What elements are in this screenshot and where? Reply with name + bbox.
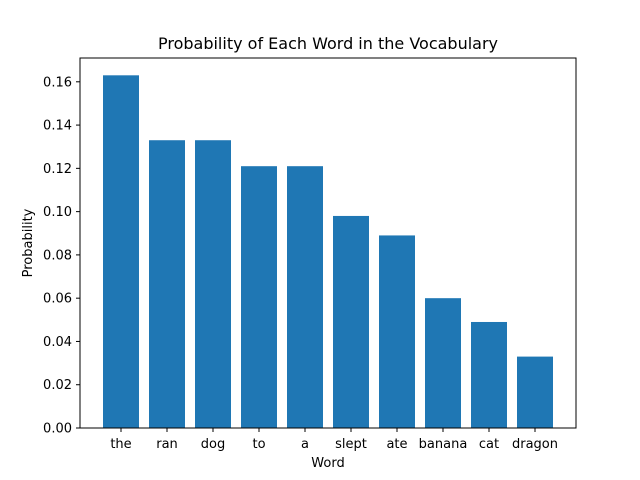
x-tick-label: the bbox=[110, 437, 131, 452]
y-tick-label: 0.12 bbox=[43, 162, 72, 177]
y-tick-label: 0.00 bbox=[43, 422, 72, 437]
x-tick-label: ran bbox=[156, 437, 178, 452]
x-tick-label: slept bbox=[335, 437, 367, 452]
y-tick-label: 0.02 bbox=[43, 378, 72, 393]
y-tick-label: 0.08 bbox=[43, 248, 72, 263]
bar-the bbox=[103, 75, 139, 428]
x-tick-label: cat bbox=[479, 437, 499, 452]
y-axis-title: Probability bbox=[21, 208, 36, 277]
y-tick-label: 0.06 bbox=[43, 292, 72, 307]
bar-ran bbox=[149, 140, 185, 428]
plot-frame bbox=[79, 57, 577, 429]
bar-dog bbox=[195, 140, 231, 428]
chart-title: Probability of Each Word in the Vocabula… bbox=[158, 34, 498, 53]
bars-layer bbox=[103, 75, 553, 428]
bar-slept bbox=[333, 215, 369, 428]
x-axis-title: Word bbox=[311, 456, 344, 471]
x-tick-label: dragon bbox=[512, 437, 558, 452]
bar-a bbox=[287, 166, 323, 428]
y-tick-label: 0.04 bbox=[43, 335, 72, 350]
bar-ate bbox=[379, 235, 415, 428]
x-tick-label: to bbox=[252, 437, 265, 452]
y-tick-label: 0.10 bbox=[43, 205, 72, 220]
bar-dragon bbox=[517, 356, 553, 428]
bar-cat bbox=[471, 321, 507, 428]
x-axis: the ran dog to a slept ate banana cat dragon bbox=[110, 428, 558, 452]
x-tick-label: banana bbox=[419, 437, 468, 452]
y-tick-label: 0.14 bbox=[43, 119, 72, 134]
y-tick-label: 0.16 bbox=[43, 75, 72, 90]
x-tick-label: a bbox=[301, 437, 309, 452]
x-tick-label: ate bbox=[386, 437, 407, 452]
bar-to bbox=[241, 166, 277, 428]
bar-banana bbox=[425, 298, 461, 428]
y-axis: 0.00 0.02 0.04 0.06 0.08 0.10 0.12 0.14 0.16 bbox=[43, 75, 80, 437]
x-tick-label: dog bbox=[201, 437, 225, 452]
